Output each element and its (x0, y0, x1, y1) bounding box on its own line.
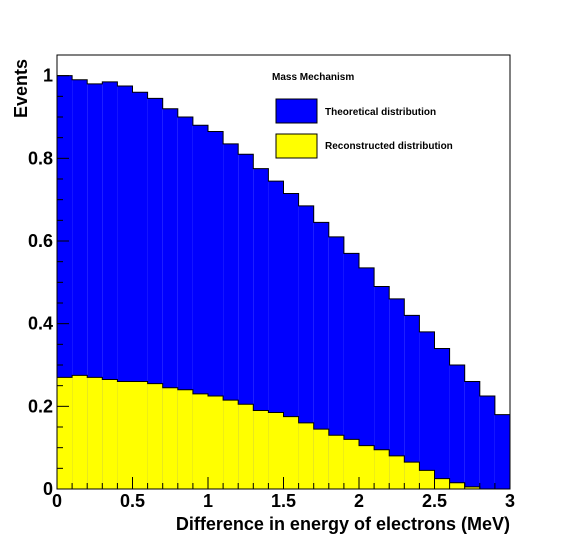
bar-reconstructed-19 (343, 439, 359, 489)
bar-reconstructed-26 (449, 482, 465, 489)
y-axis-title: Events (11, 59, 31, 118)
y-tick-label: 0.4 (28, 314, 53, 334)
bar-theoretical-16 (298, 205, 314, 489)
x-tick-label: 3 (505, 491, 515, 511)
reconstructed-series (56, 374, 510, 490)
y-tick-label: 0.6 (28, 231, 53, 251)
bar-reconstructed-1 (72, 375, 88, 489)
bar-reconstructed-12 (238, 404, 254, 489)
outline-reconstructed (56, 374, 510, 490)
legend-label-theoretical: Theoretical distribution (325, 107, 436, 118)
bar-reconstructed-25 (434, 478, 450, 489)
bar-theoretical-19 (343, 253, 359, 489)
bar-reconstructed-21 (374, 449, 390, 489)
outline-theoretical (56, 75, 511, 489)
bar-reconstructed-27 (464, 486, 480, 489)
bar-reconstructed-2 (87, 377, 103, 489)
bar-reconstructed-20 (359, 445, 375, 489)
bar-reconstructed-18 (328, 435, 344, 489)
legend-swatch-theoretical (275, 98, 318, 124)
bar-reconstructed-11 (223, 400, 239, 489)
legend-swatch-reconstructed (275, 133, 318, 159)
bar-reconstructed-6 (147, 383, 163, 489)
bar-reconstructed-0 (57, 377, 73, 489)
x-tick-label: 1 (203, 491, 213, 511)
bar-reconstructed-17 (313, 429, 329, 489)
bar-theoretical-14 (268, 181, 284, 490)
y-tick-label: 0 (43, 479, 53, 499)
legend: Mass Mechanism Theoretical distribution … (272, 72, 453, 159)
bar-theoretical-15 (283, 193, 299, 489)
x-tick-label: 0.5 (120, 491, 145, 511)
bar-reconstructed-15 (283, 416, 299, 489)
bar-theoretical-21 (374, 286, 390, 489)
y-tick-label: 1 (43, 66, 53, 86)
y-axis: 0 0.2 0.4 0.6 0.8 1 (28, 66, 69, 499)
bar-theoretical-24 (419, 331, 435, 489)
bar-reconstructed-4 (117, 381, 133, 489)
legend-title: Mass Mechanism (272, 72, 354, 83)
bar-reconstructed-24 (419, 470, 435, 489)
y-tick-label: 0.2 (28, 396, 53, 416)
bar-theoretical-25 (434, 348, 450, 489)
bar-reconstructed-8 (177, 389, 193, 489)
bar-theoretical-27 (464, 381, 480, 489)
x-tick-label: 1.5 (271, 491, 296, 511)
bar-reconstructed-10 (208, 396, 224, 489)
x-tick-label: 0 (52, 491, 62, 511)
bar-reconstructed-7 (162, 387, 178, 489)
x-tick-label: 2 (354, 491, 364, 511)
bar-reconstructed-22 (389, 455, 405, 489)
x-axis-title: Difference in energy of electrons (MeV) (176, 514, 510, 534)
bar-theoretical-17 (313, 222, 329, 489)
bar-theoretical-13 (253, 168, 269, 489)
bar-theoretical-28 (479, 396, 495, 489)
bar-theoretical-26 (449, 365, 465, 489)
x-tick-label: 2.5 (422, 491, 447, 511)
bar-reconstructed-3 (102, 379, 118, 489)
bar-reconstructed-9 (192, 393, 208, 489)
bar-theoretical-29 (494, 414, 510, 489)
bar-reconstructed-13 (253, 410, 269, 489)
bar-theoretical-23 (404, 315, 420, 489)
bar-theoretical-22 (389, 298, 405, 489)
bar-reconstructed-16 (298, 422, 314, 489)
legend-label-reconstructed: Reconstructed distribution (325, 141, 453, 152)
bar-reconstructed-23 (404, 462, 420, 489)
bar-reconstructed-14 (268, 412, 284, 489)
x-axis: 0 0.5 1 1.5 2 2.5 3 (52, 477, 515, 511)
bar-reconstructed-5 (132, 381, 148, 489)
y-tick-label: 0.8 (28, 148, 53, 168)
bar-theoretical-20 (359, 267, 375, 489)
bar-theoretical-18 (328, 236, 344, 489)
